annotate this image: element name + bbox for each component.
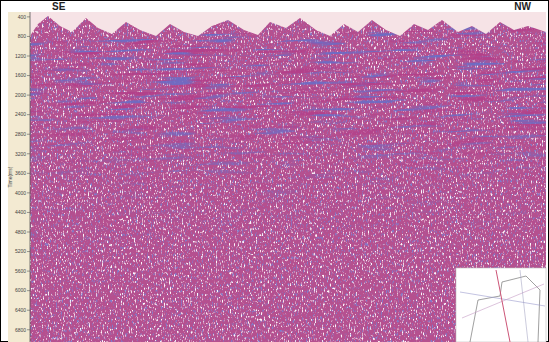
mute-zone [30,12,546,36]
root: 400 800 1200 1600 2000 2400 2800 3200 3600 4000 44… [0,0,549,342]
axis-strip [8,12,30,342]
reflector-blue [30,22,546,241]
y-tick-label: 1600 [15,72,26,78]
y-axis-line [30,12,31,342]
y-tick-label: 3600 [15,170,26,176]
y-tick-label: 1200 [15,53,26,59]
y-tick-label: 6400 [15,307,26,313]
reflectors [30,22,546,241]
y-tick-label: 4800 [15,229,26,235]
y-tick-label: 2000 [15,92,26,98]
y-tick [27,134,30,135]
y-tick [27,75,30,76]
y-tick [27,212,30,213]
y-tick-label: 4000 [15,190,26,196]
y-tick [27,290,30,291]
y-tick-label: 2400 [15,111,26,117]
direction-label: SE [52,1,66,12]
inset-line [520,270,528,342]
y-tick [27,310,30,311]
y-tick [27,153,30,154]
y-tick-label: 5600 [15,268,26,274]
y-tick-label: 6000 [15,287,26,293]
y-tick [27,329,30,330]
y-tick [27,251,30,252]
y-tick [27,192,30,193]
inset-boundary [470,276,540,342]
y-tick-label: 2800 [15,131,26,137]
chart: 400 800 1200 1600 2000 2400 2800 3200 3600 4000 44… [0,0,549,342]
y-tick [27,56,30,57]
y-tick-label: 400 [18,14,27,20]
reflector-red [30,22,546,241]
y-axis-label: Time(ms) [7,166,13,187]
locator-map [456,268,546,342]
y-tick [27,114,30,115]
y-tick-label: 3200 [15,151,26,157]
direction-label: NW [514,1,531,12]
y-tick [27,232,30,233]
y-tick [27,173,30,174]
inset-frame [456,268,546,342]
y-tick-label: 5200 [15,248,26,254]
y-tick [27,36,30,37]
inset-profile [496,270,510,342]
y-tick-label: 6800 [15,327,26,333]
y-tick-label: 800 [18,33,27,39]
y-tick [27,16,30,17]
y-tick [27,271,30,272]
y-tick [27,95,30,96]
reflector-tilt [30,22,546,241]
y-tick-label: 4400 [15,209,26,215]
plot-area [30,12,546,342]
inset-line [462,284,544,318]
